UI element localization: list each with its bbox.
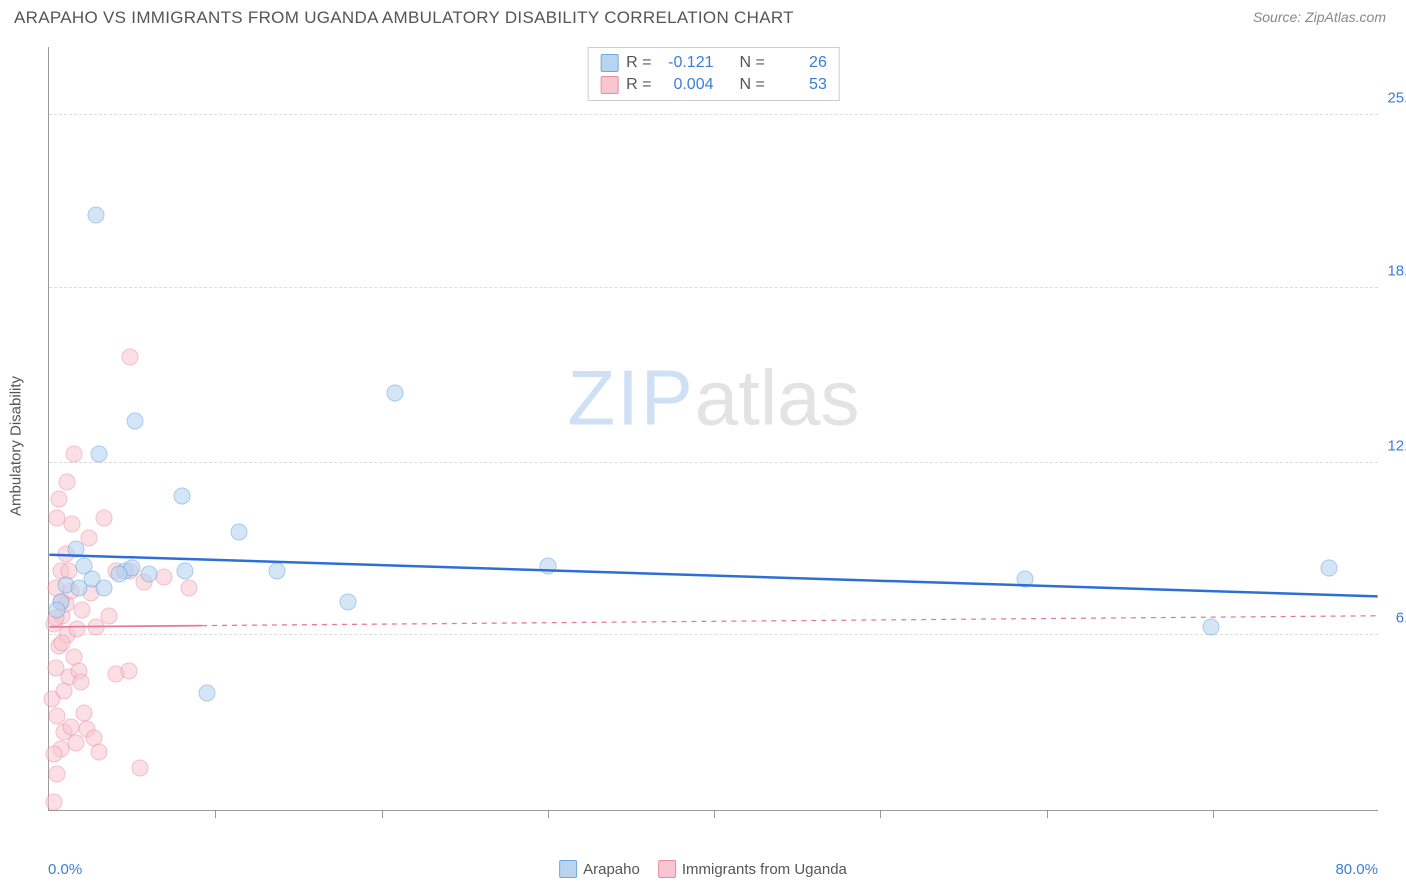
x-axis-max: 80.0% [1335, 861, 1378, 878]
x-tick [215, 810, 216, 818]
swatch-arapaho [600, 54, 618, 72]
legend-row-arapaho: R = -0.121 N = 26 [600, 52, 827, 74]
scatter-chart: ZIPatlas R = -0.121 N = 26 R = 0.004 N =… [48, 47, 1378, 811]
chart-title: ARAPAHO VS IMMIGRANTS FROM UGANDA AMBULA… [14, 8, 794, 28]
x-tick [880, 810, 881, 818]
r-value-arapaho: -0.121 [660, 54, 714, 72]
series-legend: Arapaho Immigrants from Uganda [559, 860, 847, 878]
y-axis-label: Ambulatory Disability [8, 376, 25, 516]
swatch-uganda [600, 76, 618, 94]
swatch-uganda-bottom [658, 860, 676, 878]
y-tick-label: 12.5% [1387, 437, 1406, 454]
x-tick [714, 810, 715, 818]
source-value: ZipAtlas.com [1305, 9, 1386, 25]
y-tick-label: 18.8% [1387, 262, 1406, 279]
legend-item-uganda: Immigrants from Uganda [658, 860, 847, 878]
legend-row-uganda: R = 0.004 N = 53 [600, 74, 827, 96]
legend-item-arapaho: Arapaho [559, 860, 640, 878]
y-tick-label: 25.0% [1387, 90, 1406, 107]
source-label: Source: [1253, 9, 1305, 25]
source-attribution: Source: ZipAtlas.com [1253, 9, 1386, 27]
r-value-uganda: 0.004 [660, 76, 714, 94]
x-axis-min: 0.0% [48, 861, 82, 878]
x-tick [382, 810, 383, 818]
trend-lines [49, 47, 1378, 810]
n-value-arapaho: 26 [773, 54, 827, 72]
x-tick [1047, 810, 1048, 818]
x-tick [548, 810, 549, 818]
y-tick-label: 6.3% [1396, 609, 1406, 626]
n-value-uganda: 53 [773, 76, 827, 94]
swatch-arapaho-bottom [559, 860, 577, 878]
x-tick [1213, 810, 1214, 818]
correlation-legend: R = -0.121 N = 26 R = 0.004 N = 53 [587, 47, 840, 101]
